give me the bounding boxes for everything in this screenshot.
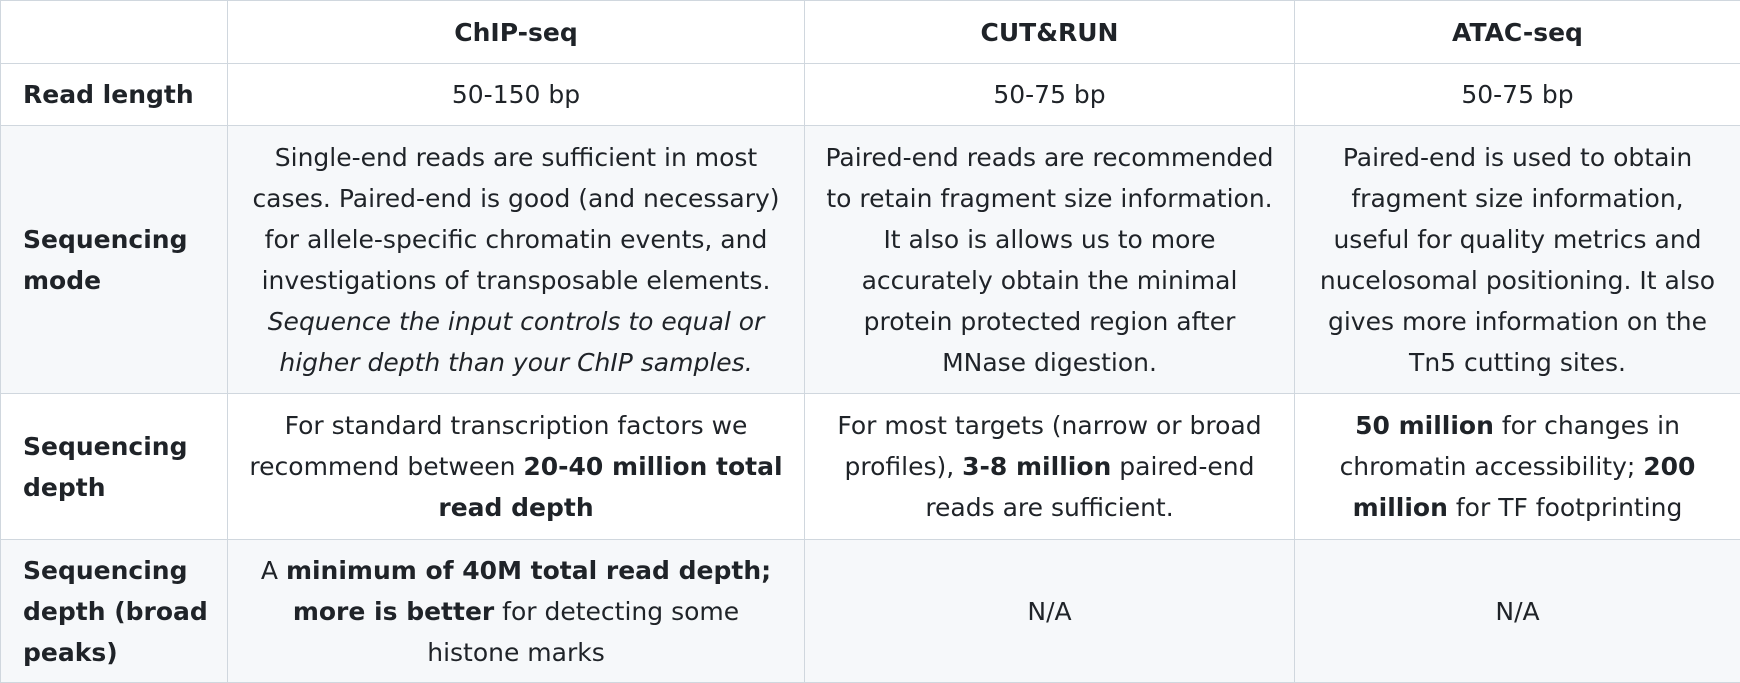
cell-broad-chip: A minimum of 40M total read depth; more … (228, 540, 805, 683)
header-cut-and-run: CUT&RUN (805, 1, 1295, 64)
depth-atac-bold-1: 50 million (1355, 411, 1494, 440)
row-label-sequencing-depth: Sequencing depth (1, 394, 228, 540)
cell-depth-cutrun: For most targets (narrow or broad profil… (805, 394, 1295, 540)
cell-mode-chip: Single-end reads are sufficient in most … (228, 126, 805, 394)
cell-depth-chip: For standard transcription factors we re… (228, 394, 805, 540)
cell-read-length-cutrun: 50-75 bp (805, 64, 1295, 126)
broad-chip-text-pre: A (261, 556, 286, 585)
cell-mode-cutrun: Paired-end reads are recommended to reta… (805, 126, 1295, 394)
cell-read-length-atac: 50-75 bp (1295, 64, 1740, 126)
header-row: ChIP-seq CUT&RUN ATAC-seq (1, 1, 1740, 64)
row-sequencing-mode: Sequencing mode Single-end reads are suf… (1, 126, 1740, 394)
depth-cutrun-bold: 3-8 million (962, 452, 1111, 481)
cell-depth-atac: 50 million for changes in chromatin acce… (1295, 394, 1740, 540)
row-label-sequencing-mode: Sequencing mode (1, 126, 228, 394)
mode-chip-text: Single-end reads are sufficient in most … (252, 143, 779, 295)
mode-chip-italic-note: Sequence the input controls to equal or … (268, 307, 765, 377)
cell-read-length-chip: 50-150 bp (228, 64, 805, 126)
cell-mode-atac: Paired-end is used to obtain fragment si… (1295, 126, 1740, 394)
row-sequencing-depth-broad: Sequencing depth (broad peaks) A minimum… (1, 540, 1740, 683)
header-atac-seq: ATAC-seq (1295, 1, 1740, 64)
header-chip-seq: ChIP-seq (228, 1, 805, 64)
row-sequencing-depth: Sequencing depth For standard transcript… (1, 394, 1740, 540)
row-label-read-length: Read length (1, 64, 228, 126)
cell-broad-cutrun: N/A (805, 540, 1295, 683)
row-read-length: Read length 50-150 bp 50-75 bp 50-75 bp (1, 64, 1740, 126)
header-empty-cell (1, 1, 228, 64)
cell-broad-atac: N/A (1295, 540, 1740, 683)
depth-atac-text-post: for TF footprinting (1448, 493, 1682, 522)
row-label-sequencing-depth-broad: Sequencing depth (broad peaks) (1, 540, 228, 683)
